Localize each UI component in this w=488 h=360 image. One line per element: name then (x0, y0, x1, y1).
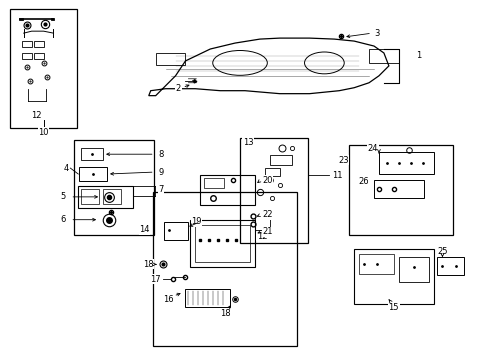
Text: 4: 4 (63, 163, 69, 172)
Text: 18: 18 (143, 260, 154, 269)
Bar (34, 41, 43, 47)
Text: 1: 1 (415, 51, 420, 60)
Bar (348, 145, 452, 235)
Text: 8: 8 (158, 150, 163, 159)
Bar (78, 186, 133, 208)
Bar (34, 53, 43, 59)
Bar (185, 289, 230, 307)
Bar (195, 225, 249, 262)
Text: 16: 16 (163, 294, 174, 303)
Bar (103, 189, 121, 204)
Text: 3: 3 (373, 29, 379, 38)
Text: 20: 20 (262, 176, 272, 185)
Text: 12: 12 (31, 111, 42, 120)
Bar (378, 152, 433, 174)
Text: 17: 17 (150, 275, 161, 284)
Text: 7: 7 (158, 185, 163, 194)
Bar (190, 220, 254, 267)
Text: 24: 24 (367, 144, 378, 153)
Text: 15: 15 (388, 302, 398, 311)
Bar (163, 222, 188, 239)
Bar (81, 148, 103, 160)
Bar (21, 41, 32, 47)
Bar (79, 167, 107, 181)
Text: 21: 21 (262, 227, 272, 236)
Text: 6: 6 (61, 215, 66, 224)
Bar (81, 189, 99, 204)
Bar (358, 255, 393, 274)
Text: 26: 26 (358, 177, 368, 186)
Bar (155, 53, 185, 65)
Bar (398, 257, 427, 282)
Text: 5: 5 (61, 192, 66, 201)
Bar (436, 257, 463, 275)
Bar (264, 168, 279, 176)
Bar (200, 175, 254, 205)
Text: 23: 23 (337, 156, 348, 165)
Text: 13: 13 (242, 138, 253, 147)
Bar (204, 178, 224, 188)
Text: 25: 25 (436, 247, 447, 256)
Text: 10: 10 (38, 128, 49, 137)
Bar (152, 192, 296, 346)
Bar (240, 138, 307, 243)
Bar (368, 49, 398, 63)
Text: 2: 2 (176, 84, 181, 93)
Text: 11: 11 (331, 171, 342, 180)
Bar (373, 180, 423, 198)
Bar (74, 140, 153, 235)
Bar (21, 53, 32, 59)
Text: 14: 14 (139, 225, 150, 234)
Text: 9: 9 (158, 167, 163, 176)
Text: 18: 18 (220, 310, 230, 319)
Text: 19: 19 (191, 217, 201, 226)
Text: 12: 12 (256, 232, 266, 241)
Bar (269, 155, 291, 165)
Bar (10, 9, 77, 129)
Text: 22: 22 (262, 210, 272, 219)
Bar (353, 249, 433, 304)
